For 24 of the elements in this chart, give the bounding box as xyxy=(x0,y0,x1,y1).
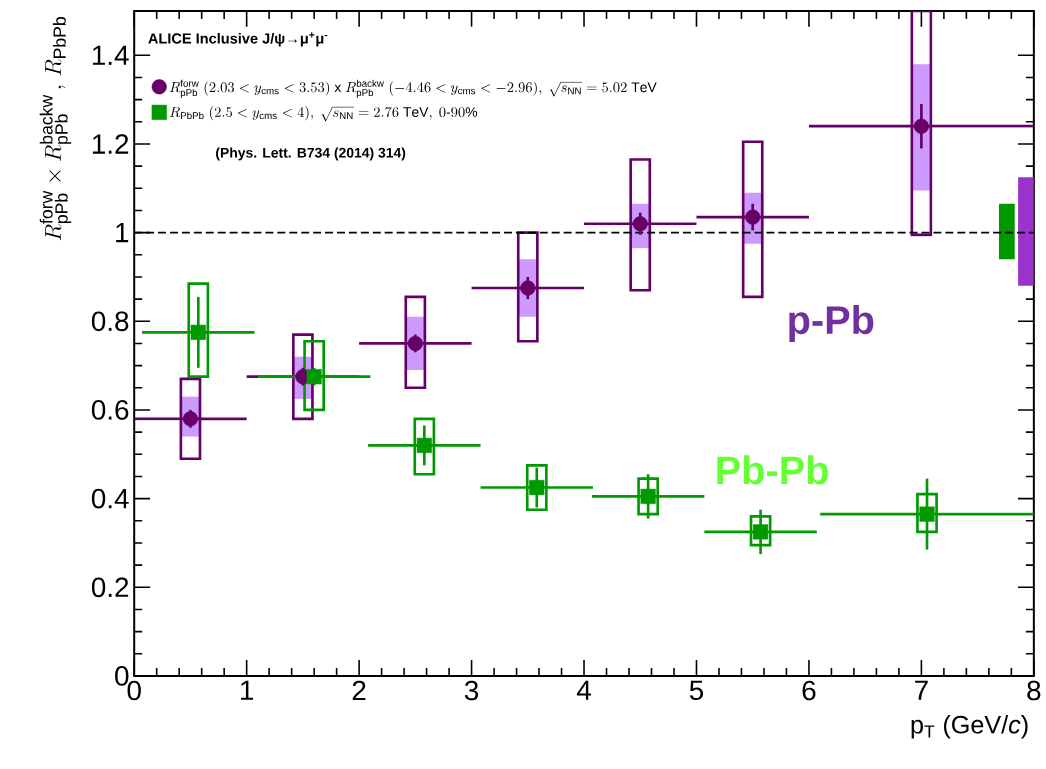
legend-label: $R^{\mathrm{forw}}_{\mathrm{pPb}}\ (2.03<y_{\mathrm{cms}}<3.53)\ \mathrm{x}\ R^{\mathrm{backw}}_{\mathrm{pPb}}\ (-4.46<y_{\mathrm{cms}}<-2.96),\ \sqrt{s_{\mathrm{NN}}}=5.02\ \mathrm{TeV}$ xyxy=(169,79,657,98)
x-tick-label: 5 xyxy=(689,680,704,700)
annotation: p-Pb xyxy=(789,304,874,342)
x-axis-title: p$_{T}$ (GeV/c) xyxy=(911,714,1028,739)
x-tick-label: 7 xyxy=(915,680,928,700)
text: ALICE Inclusive J/ψ→μ$^{+}$μ$^{-}$ xyxy=(148,32,328,47)
x-tick-label: 2 xyxy=(352,680,366,700)
y-tick-label: 0.4 xyxy=(91,488,129,509)
y-axis-title: $R^{\mathrm{forw}}_{\mathrm{pPb}} \times R^{\mathrm{backw}}_{\mathrm{pPb}} \,,\, R_{\mathrm{PbPb}}$ xyxy=(39,16,72,240)
y-tick-label: 1 xyxy=(116,222,129,242)
x-tick-label: 6 xyxy=(802,680,816,701)
x-tick-label: 8 xyxy=(1027,680,1041,701)
annotation: Pb-Pb xyxy=(717,455,828,485)
y-tick-label: 1.4 xyxy=(92,45,129,65)
annotation: (Phys. Lett. B734 (2014) 314) xyxy=(216,147,406,161)
y-tick-label: 0.2 xyxy=(91,577,129,597)
y-tick-label: 0.8 xyxy=(91,311,129,331)
legend-label: $R_{\mathrm{PbPb}}\ (2.5<y_{\mathrm{cms}}<4),\ \sqrt{s_{\mathrm{NN}}}=2.76\ \mathrm{TeV},\ 0\mbox{-}90\%$ xyxy=(169,105,478,122)
x-tick-label: 1 xyxy=(241,680,254,700)
x-tick-label: 3 xyxy=(464,680,479,701)
y-tick-label: 1.2 xyxy=(92,134,129,154)
y-tick-label: 0.6 xyxy=(91,399,129,420)
x-tick-label: 4 xyxy=(576,680,591,700)
y-tick-label: 0 xyxy=(115,665,129,686)
